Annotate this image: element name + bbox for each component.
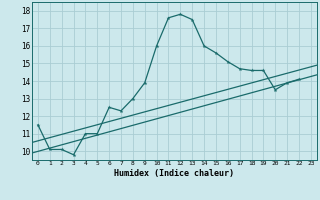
X-axis label: Humidex (Indice chaleur): Humidex (Indice chaleur) [115,169,234,178]
